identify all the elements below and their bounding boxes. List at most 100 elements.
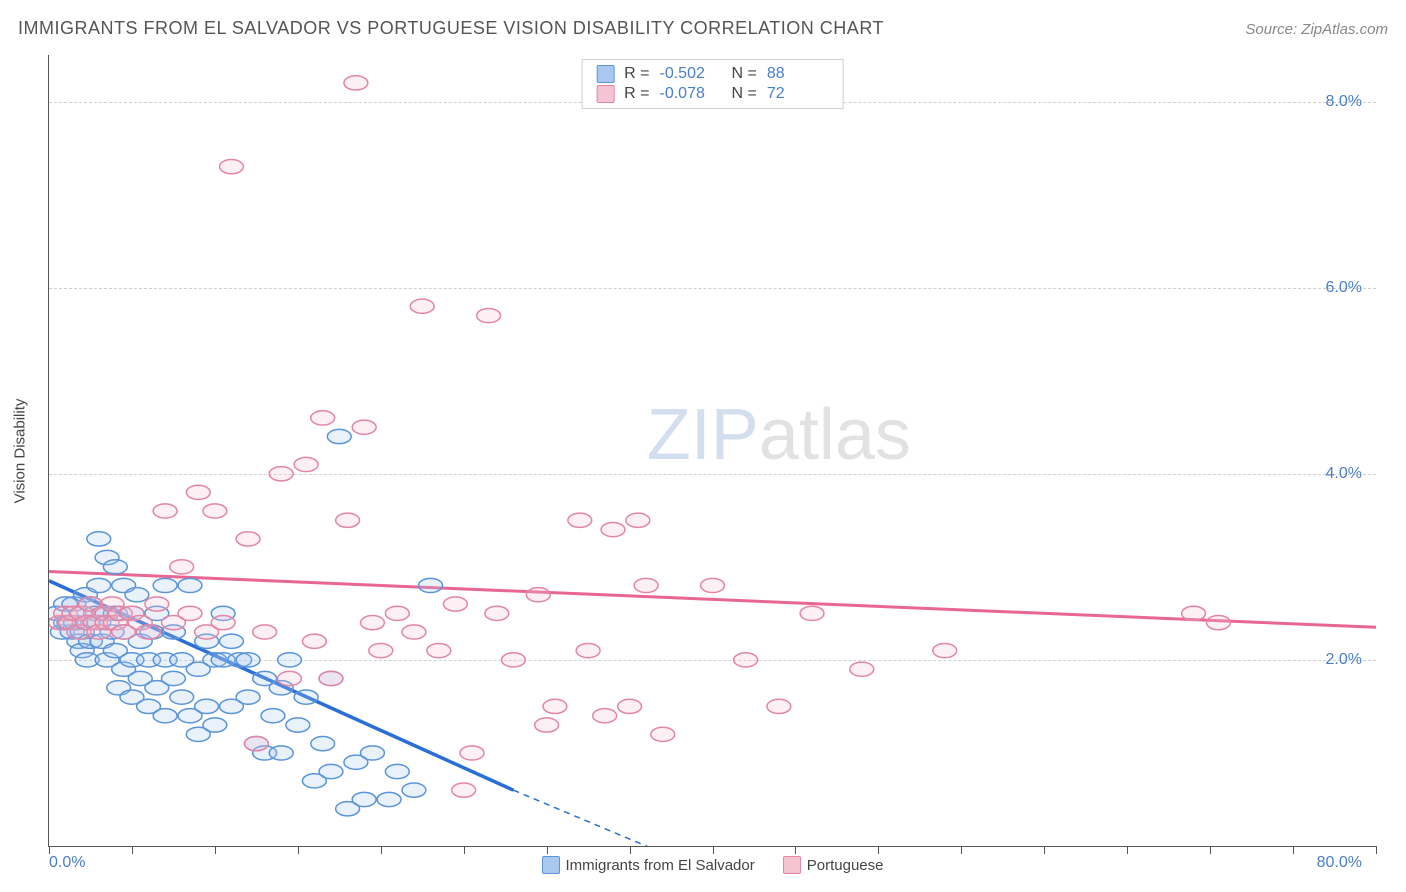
data-point	[125, 588, 149, 602]
legend-label: Immigrants from El Salvador	[566, 857, 755, 874]
data-point	[651, 727, 675, 741]
data-point	[1206, 616, 1230, 630]
data-point	[593, 709, 617, 723]
data-point	[236, 690, 260, 704]
x-tick	[381, 846, 382, 854]
data-point	[311, 737, 335, 751]
data-point	[336, 513, 360, 527]
legend-item: Immigrants from El Salvador	[542, 856, 755, 874]
data-point	[137, 625, 161, 639]
data-point	[311, 411, 335, 425]
data-point	[361, 746, 385, 760]
data-point	[634, 578, 658, 592]
x-tick	[1293, 846, 1294, 854]
data-point	[294, 690, 318, 704]
data-point	[286, 718, 310, 732]
data-point	[767, 699, 791, 713]
x-axis-start-label: 0.0%	[49, 854, 85, 872]
legend-row: R =-0.078N =72	[596, 84, 829, 104]
data-point	[220, 634, 244, 648]
data-point	[236, 532, 260, 546]
data-point	[170, 560, 194, 574]
x-tick	[961, 846, 962, 854]
data-point	[850, 662, 874, 676]
x-tick	[1127, 846, 1128, 854]
data-point	[278, 653, 302, 667]
data-point	[87, 532, 111, 546]
x-tick	[298, 846, 299, 854]
data-point	[170, 690, 194, 704]
data-point	[269, 746, 293, 760]
data-point	[734, 653, 758, 667]
data-point	[452, 783, 476, 797]
chart-container: Vision Disability ZIPatlas R =-0.502N =8…	[48, 55, 1376, 847]
data-point	[178, 606, 202, 620]
x-tick	[132, 846, 133, 854]
data-point	[352, 420, 376, 434]
legend-swatch	[596, 65, 614, 83]
data-point	[269, 467, 293, 481]
data-point	[402, 783, 426, 797]
x-tick	[878, 846, 879, 854]
data-point	[203, 504, 227, 518]
x-tick	[1044, 846, 1045, 854]
legend-item: Portuguese	[783, 856, 884, 874]
data-point	[443, 597, 467, 611]
series-legend: Immigrants from El Salvador Portuguese	[542, 856, 884, 874]
data-point	[153, 709, 177, 723]
data-point	[526, 588, 550, 602]
x-tick	[795, 846, 796, 854]
data-point	[568, 513, 592, 527]
data-point	[419, 578, 443, 592]
x-tick	[215, 846, 216, 854]
legend-swatch	[783, 856, 801, 874]
data-point	[244, 737, 268, 751]
x-tick	[547, 846, 548, 854]
data-point	[294, 457, 318, 471]
data-point	[377, 792, 401, 806]
legend-label: Portuguese	[807, 857, 884, 874]
data-point	[153, 504, 177, 518]
data-point	[344, 76, 368, 90]
data-point	[460, 746, 484, 760]
data-point	[410, 299, 434, 313]
data-point	[626, 513, 650, 527]
data-point	[369, 643, 393, 657]
data-point	[477, 308, 501, 322]
data-point	[402, 625, 426, 639]
data-point	[203, 718, 227, 732]
x-tick	[713, 846, 714, 854]
data-point	[153, 578, 177, 592]
data-point	[161, 671, 185, 685]
data-point	[485, 606, 509, 620]
data-point	[385, 764, 409, 778]
data-point	[576, 643, 600, 657]
data-point	[601, 522, 625, 536]
data-point	[103, 560, 127, 574]
data-point	[145, 597, 169, 611]
y-axis-label: Vision Disability	[12, 399, 29, 504]
x-axis-end-label: 80.0%	[1317, 854, 1362, 872]
data-point	[800, 606, 824, 620]
data-point	[178, 578, 202, 592]
data-point	[502, 653, 526, 667]
data-point	[701, 578, 725, 592]
data-point	[618, 699, 642, 713]
legend-swatch	[542, 856, 560, 874]
data-point	[543, 699, 567, 713]
chart-title: IMMIGRANTS FROM EL SALVADOR VS PORTUGUES…	[18, 18, 884, 39]
data-point	[87, 578, 111, 592]
data-point	[195, 699, 219, 713]
data-point	[220, 160, 244, 174]
x-tick	[630, 846, 631, 854]
data-point	[253, 625, 277, 639]
data-point	[211, 616, 235, 630]
data-point	[278, 671, 302, 685]
data-point	[352, 792, 376, 806]
plot-svg	[49, 55, 1376, 846]
x-tick	[1210, 846, 1211, 854]
data-point	[319, 671, 343, 685]
plot-area: ZIPatlas R =-0.502N =88R =-0.078N =72 0.…	[48, 55, 1376, 847]
data-point	[319, 764, 343, 778]
data-point	[186, 485, 210, 499]
